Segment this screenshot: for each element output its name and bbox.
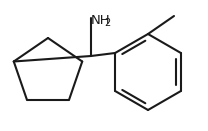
Text: NH: NH — [91, 14, 111, 27]
Text: 2: 2 — [104, 18, 111, 28]
